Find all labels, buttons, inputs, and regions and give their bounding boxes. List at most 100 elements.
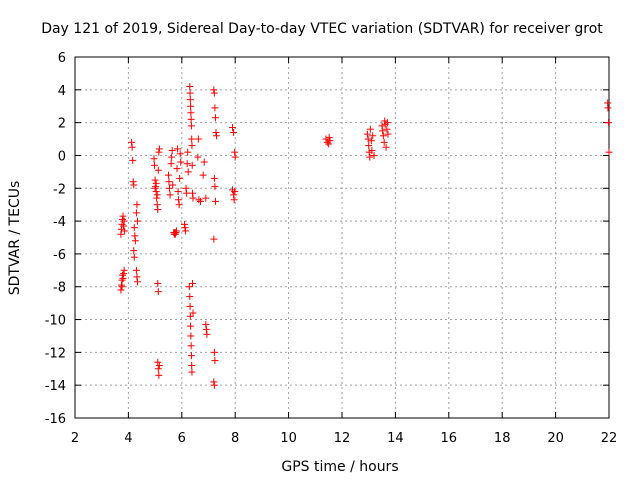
data-point [604,104,612,112]
data-point [182,184,190,192]
data-point [119,212,127,220]
data-point [188,161,196,169]
y-tick-label: 0 [58,149,66,164]
data-point [184,148,192,156]
data-point [187,122,195,130]
data-point [211,197,219,205]
x-tick-label: 14 [387,431,404,446]
data-point [325,133,333,141]
data-point [187,332,195,340]
data-point [186,96,194,104]
y-tick-label: -4 [53,215,66,230]
x-axis-label: GPS time / hours [281,459,398,475]
data-point [128,138,136,146]
data-point [165,178,173,186]
x-tick-label: 12 [334,431,351,446]
data-point [194,153,202,161]
data-point [189,309,197,317]
data-point [120,222,128,230]
data-point [154,279,162,287]
data-point [383,125,391,133]
data-point [154,206,162,214]
data-point [169,181,177,189]
data-point [368,147,376,155]
data-point [152,188,160,196]
data-point [184,168,192,176]
data-point [230,196,238,204]
x-tick-label: 18 [494,431,511,446]
y-tick-label: -16 [45,412,66,427]
data-point [176,174,184,182]
y-tick-label: -6 [53,248,66,263]
data-point [188,135,196,143]
data-point [164,171,172,179]
data-point [119,271,127,279]
data-point [231,148,239,156]
y-tick-label: 4 [58,84,66,99]
data-point [195,196,203,204]
data-point [187,342,195,350]
data-point [194,135,202,143]
data-point [151,184,159,192]
data-point [365,142,373,150]
data-point [363,130,371,138]
data-point [117,286,125,294]
data-point [189,194,197,202]
x-tick-label: 10 [280,431,297,446]
x-tick-label: 22 [601,431,618,446]
data-point [166,191,174,199]
data-point [229,124,237,132]
data-point [188,142,196,150]
data-point [154,365,162,373]
data-point [186,293,194,301]
data-point [174,188,182,196]
data-point [187,115,195,123]
data-point [119,215,127,223]
data-point [231,188,239,196]
data-point [188,361,196,369]
data-point [186,83,194,91]
data-point [367,137,375,145]
data-point [187,352,195,360]
data-point [150,155,158,163]
data-point [153,191,161,199]
axis-ticks: 2 4 6 8 10 12 14 16 18 20 22 -16 -14 -12 -10 -8 -6 -4 -2 0 2… [45,51,618,446]
chart-title: Day 121 of 2019, Sidereal Day-to-day VTE… [41,21,603,37]
data-point [210,86,218,94]
data-point [366,153,374,161]
data-point [132,266,140,274]
data-point [382,143,390,151]
x-tick-label: 20 [547,431,564,446]
data-point [130,224,138,232]
data-point [384,130,392,138]
y-tick-label: -14 [45,379,66,394]
y-tick-label: 6 [58,51,66,66]
x-tick-label: 2 [71,431,79,446]
data-point [379,127,387,135]
data-point [366,125,374,133]
data-point [118,276,126,284]
data-point [322,135,330,143]
data-point [131,232,139,240]
data-point [152,183,160,191]
data-point [383,119,391,127]
y-tick-label: 2 [58,117,66,132]
data-point [177,158,185,166]
data-point [378,122,386,130]
grid-lines [75,57,609,418]
data-point [151,176,159,184]
data-point [129,156,137,164]
y-tick-label: -12 [45,346,66,361]
data-point [210,378,218,386]
data-point [128,143,136,151]
data-point [185,283,193,291]
data-point [183,189,191,197]
data-point [325,140,333,148]
data-point [186,302,194,310]
data-point [131,237,139,245]
data-point [154,166,162,174]
data-point [211,114,219,122]
data-point [129,178,137,186]
data-point [210,381,218,389]
data-point [199,171,207,179]
